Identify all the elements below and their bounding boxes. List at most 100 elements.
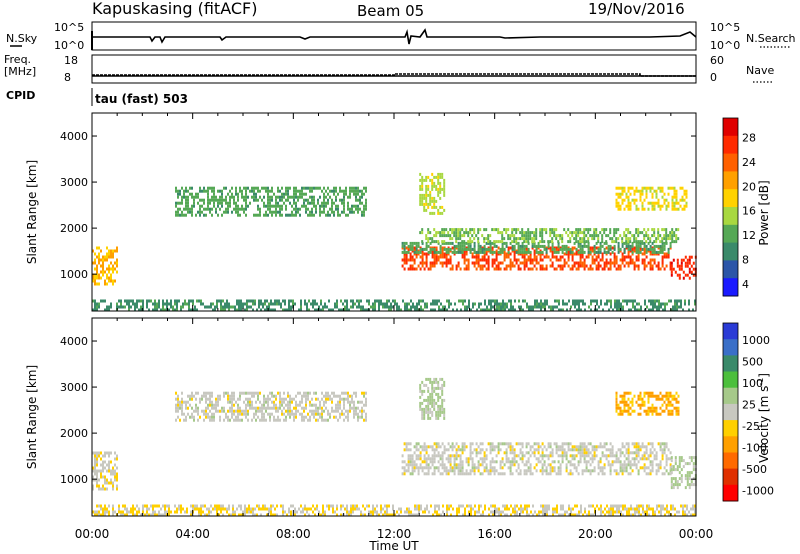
- velocity-cell: [506, 507, 508, 511]
- velocity-cell: [246, 507, 248, 511]
- power-cell: [547, 246, 550, 250]
- velocity-cell: [353, 403, 355, 407]
- power-colorbar-tick: 4: [742, 278, 749, 291]
- velocity-cell: [239, 412, 241, 416]
- power-cell: [445, 258, 448, 262]
- velocity-cell: [329, 412, 331, 416]
- power-cell: [535, 228, 538, 232]
- power-cell: [562, 299, 564, 303]
- power-cell: [605, 241, 608, 245]
- power-cell: [557, 240, 560, 244]
- power-cell: [229, 204, 231, 208]
- power-cell: [495, 258, 498, 262]
- power-cell: [676, 308, 678, 312]
- velocity-cell: [578, 510, 580, 514]
- power-cell: [641, 258, 644, 262]
- power-cell: [463, 247, 466, 251]
- power-cell: [313, 186, 315, 190]
- power-cell: [442, 305, 444, 309]
- power-cell: [607, 261, 610, 265]
- velocity-cell: [336, 504, 338, 508]
- power-cell: [492, 305, 494, 309]
- velocity-cell: [311, 397, 313, 401]
- power-cell: [403, 244, 406, 248]
- velocity-echo-region: [175, 391, 367, 422]
- velocity-cell: [312, 504, 314, 508]
- power-cell: [388, 299, 390, 303]
- velocity-cell: [587, 469, 590, 473]
- power-cell: [433, 264, 436, 268]
- power-cell: [455, 228, 458, 232]
- velocity-cell: [471, 466, 474, 470]
- power-cell: [555, 228, 558, 232]
- power-cell: [545, 247, 548, 251]
- power-cell: [573, 231, 576, 235]
- power-cell: [311, 195, 313, 199]
- power-cell: [579, 228, 582, 232]
- power-cell: [295, 201, 297, 205]
- power-cell: [430, 308, 432, 312]
- velocity-cell: [307, 418, 309, 422]
- power-cell: [217, 213, 219, 217]
- velocity-cell: [547, 472, 550, 476]
- power-cell: [267, 204, 269, 208]
- velocity-cell: [419, 463, 422, 467]
- velocity-cell: [436, 504, 438, 508]
- power-cell: [457, 261, 460, 265]
- power-cell: [529, 258, 532, 262]
- power-cell: [340, 299, 342, 303]
- power-cell: [643, 228, 646, 232]
- power-cell: [425, 208, 428, 212]
- velocity-cell: [160, 507, 162, 511]
- velocity-cell: [274, 507, 276, 511]
- velocity-cell: [209, 391, 211, 395]
- velocity-cell: [554, 507, 556, 511]
- velocity-cell: [437, 466, 440, 470]
- velocity-cell: [559, 463, 562, 467]
- power-cell: [484, 308, 486, 312]
- power-cell: [336, 299, 338, 303]
- power-cell: [684, 255, 687, 259]
- velocity-cell: [607, 463, 610, 467]
- velocity-data-layer: [92, 377, 697, 517]
- power-cell: [578, 308, 580, 312]
- velocity-cell: [575, 445, 578, 449]
- velocity-cell: [512, 510, 514, 514]
- velocity-cell: [257, 406, 259, 410]
- velocity-cell: [380, 507, 382, 511]
- velocity-cell: [608, 507, 610, 511]
- power-cell: [179, 207, 181, 211]
- power-cell: [511, 231, 514, 235]
- power-cell: [467, 264, 470, 268]
- velocity-cell: [415, 457, 418, 461]
- velocity-cell: [307, 394, 309, 398]
- power-cell: [285, 189, 287, 193]
- power-cell: [439, 247, 442, 251]
- velocity-cell: [110, 478, 112, 482]
- velocity-cell: [289, 406, 291, 410]
- velocity-cell: [365, 397, 367, 401]
- velocity-cell: [499, 448, 502, 452]
- power-cell: [198, 299, 200, 303]
- velocity-cell: [267, 403, 269, 407]
- power-cell: [225, 207, 227, 211]
- velocity-cell: [108, 454, 110, 458]
- velocity-cell: [158, 504, 160, 508]
- velocity-cell: [327, 391, 329, 395]
- power-cell: [116, 258, 118, 262]
- velocity-cell: [329, 394, 331, 398]
- power-cell: [427, 231, 430, 235]
- power-cell: [360, 305, 362, 309]
- power-cell: [607, 234, 610, 238]
- velocity-cell: [207, 403, 209, 407]
- power-cell: [559, 237, 562, 241]
- power-cell: [333, 192, 335, 196]
- power-cell: [584, 308, 586, 312]
- power-cell: [403, 247, 406, 251]
- power-cell: [437, 250, 440, 254]
- power-cell: [649, 258, 652, 262]
- power-cell: [365, 204, 367, 208]
- velocity-cell: [277, 406, 279, 410]
- power-cell: [546, 302, 548, 306]
- power-cell: [361, 210, 363, 214]
